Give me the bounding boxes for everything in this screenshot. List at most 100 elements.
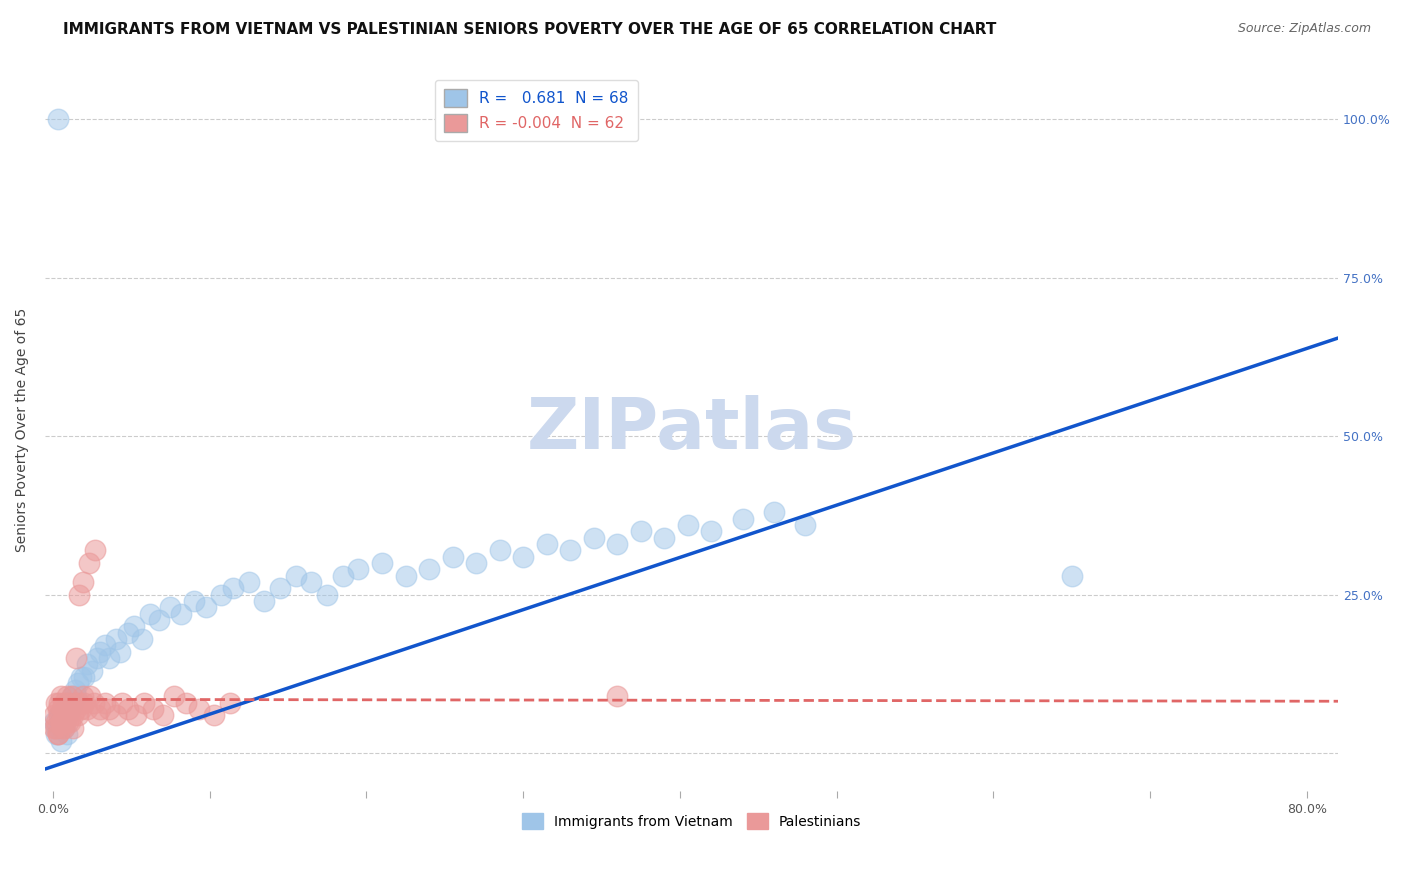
Point [794, 518, 817, 533]
Point [58, 696, 80, 710]
Point [62, 696, 84, 710]
Point [104, 632, 127, 646]
Point [512, 549, 534, 564]
Point [60, 689, 83, 703]
Point [139, 607, 162, 621]
Point [62, 708, 84, 723]
Point [83, 696, 105, 710]
Point [152, 708, 174, 723]
Point [73, 696, 96, 710]
Point [44, 714, 66, 729]
Point [606, 689, 628, 703]
Point [49, 733, 72, 747]
Point [394, 568, 416, 582]
Point [700, 524, 723, 539]
Point [630, 524, 652, 539]
Point [582, 531, 605, 545]
Point [183, 594, 205, 608]
Point [46, 112, 69, 127]
Point [48, 696, 70, 710]
Point [48, 708, 70, 723]
Point [762, 505, 785, 519]
Point [49, 689, 72, 703]
Point [56, 689, 79, 703]
Point [46, 721, 69, 735]
Point [65, 689, 87, 703]
Point [202, 708, 225, 723]
Point [66, 708, 89, 723]
Point [53, 714, 76, 729]
Point [98, 702, 121, 716]
Point [51, 708, 73, 723]
Point [72, 575, 94, 590]
Point [124, 619, 146, 633]
Point [110, 645, 132, 659]
Point [80, 664, 103, 678]
Point [301, 575, 323, 590]
Point [606, 537, 628, 551]
Point [174, 696, 197, 710]
Text: Source: ZipAtlas.com: Source: ZipAtlas.com [1237, 22, 1371, 36]
Point [79, 689, 101, 703]
Point [86, 708, 108, 723]
Point [58, 714, 80, 729]
Point [104, 708, 127, 723]
Point [284, 568, 307, 582]
Point [1060, 568, 1083, 582]
Point [69, 588, 91, 602]
Point [209, 588, 232, 602]
Point [63, 682, 86, 697]
Point [76, 702, 98, 716]
Point [49, 714, 72, 729]
Point [148, 613, 170, 627]
Point [195, 600, 218, 615]
Point [45, 696, 67, 710]
Point [170, 607, 193, 621]
Point [77, 556, 100, 570]
Point [44, 708, 66, 723]
Point [56, 708, 79, 723]
Point [89, 645, 111, 659]
Point [93, 639, 115, 653]
Point [59, 714, 82, 729]
Point [62, 721, 84, 735]
Legend: Immigrants from Vietnam, Palestinians: Immigrants from Vietnam, Palestinians [516, 808, 866, 835]
Point [52, 721, 75, 735]
Point [222, 582, 245, 596]
Point [44, 721, 66, 735]
Point [219, 696, 242, 710]
Text: IMMIGRANTS FROM VIETNAM VS PALESTINIAN SENIORS POVERTY OVER THE AGE OF 65 CORREL: IMMIGRANTS FROM VIETNAM VS PALESTINIAN S… [63, 22, 997, 37]
Point [465, 556, 488, 570]
Point [59, 702, 82, 716]
Point [65, 651, 87, 665]
Point [46, 702, 69, 716]
Point [56, 727, 79, 741]
Point [253, 594, 276, 608]
Point [59, 702, 82, 716]
Point [53, 702, 76, 716]
Point [676, 518, 699, 533]
Point [488, 543, 510, 558]
Y-axis label: Seniors Poverty Over the Age of 65: Seniors Poverty Over the Age of 65 [15, 308, 30, 552]
Point [52, 708, 75, 723]
Point [73, 670, 96, 684]
Point [52, 696, 75, 710]
Point [45, 721, 67, 735]
Point [111, 696, 134, 710]
Point [117, 702, 139, 716]
Point [70, 670, 93, 684]
Point [371, 556, 394, 570]
Point [52, 721, 75, 735]
Point [72, 689, 94, 703]
Point [84, 543, 107, 558]
Point [45, 727, 67, 741]
Point [48, 708, 70, 723]
Point [269, 582, 291, 596]
Point [60, 689, 83, 703]
Point [89, 702, 111, 716]
Point [49, 714, 72, 729]
Text: ZIPatlas: ZIPatlas [527, 395, 856, 465]
Point [66, 676, 89, 690]
Point [187, 702, 209, 716]
Point [132, 696, 155, 710]
